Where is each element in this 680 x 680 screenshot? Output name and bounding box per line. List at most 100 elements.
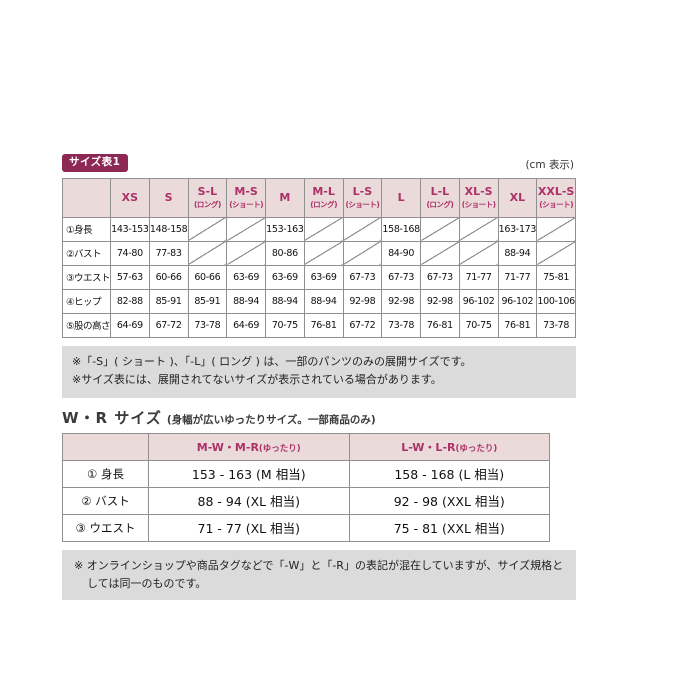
column-label: XXL-S xyxy=(537,185,575,199)
size-value-cell: 67-72 xyxy=(148,312,189,338)
size-column-header: XL xyxy=(497,177,538,218)
size-value-cell: 158 - 168 (L 相当) xyxy=(348,459,550,488)
size-column-header: M-S (ショート) xyxy=(226,177,266,218)
table-row: ② バスト 88 - 94 (XL 相当) 92 - 98 (XXL 相当) xyxy=(62,486,550,515)
size-column-header: S xyxy=(148,177,189,218)
size-column-header: M xyxy=(265,177,305,218)
column-sublabel: (ショート) xyxy=(229,200,264,210)
table-row: ④ヒップ 82-88 85-91 85-91 88-94 88-94 88-94 92-98 9… xyxy=(62,288,576,314)
size-value-cell: 153-163 xyxy=(265,216,305,242)
size-column-header: L-W・L-R(ゆったり) xyxy=(348,432,550,461)
size-value-cell: 67-72 xyxy=(342,312,383,338)
size-value-cell: 71-77 xyxy=(458,264,499,290)
empty-diagonal-cell xyxy=(420,216,460,242)
empty-diagonal-cell xyxy=(303,240,344,266)
size-value-cell: 85-91 xyxy=(187,288,228,314)
size-value-cell: 57-63 xyxy=(110,264,150,290)
unit-label: (cm 表示) xyxy=(525,158,574,171)
size-value-cell: 60-66 xyxy=(148,264,189,290)
empty-diagonal-cell xyxy=(536,240,576,266)
empty-diagonal-cell xyxy=(303,216,344,242)
column-sublabel: (ショート) xyxy=(539,200,574,210)
size-value-cell: 163-173 xyxy=(497,216,538,242)
column-label: L-W・L-R xyxy=(401,440,456,454)
empty-diagonal-cell xyxy=(458,216,499,242)
size-value-cell: 85-91 xyxy=(148,288,189,314)
wr-note: ※ オンラインショップや商品タグなどで「-W」と「-R」の表記が混在していますが… xyxy=(62,549,576,601)
size-value-cell: 63-69 xyxy=(303,264,344,290)
row-label: ① 身長 xyxy=(62,459,149,488)
size-value-cell: 100-106 xyxy=(536,288,576,314)
size-table-badge: サイズ表1 xyxy=(62,154,128,172)
size-value-cell: 60-66 xyxy=(187,264,228,290)
table-row: ③ ウエスト 71 - 77 (XL 相当) 75 - 81 (XXL 相当) xyxy=(62,513,550,542)
size-value-cell: 143-153 xyxy=(110,216,150,242)
size-column-header: M-L (ロング) xyxy=(303,177,344,218)
column-sublabel: (ゆったり) xyxy=(455,443,498,454)
table1-notes: ※「-S」( ショート )、「-L」( ロング ) は、一部のパンツのみの展開サ… xyxy=(62,345,576,398)
note-line: ※サイズ表には、展開されてないサイズが表示されている場合があります。 xyxy=(72,373,442,387)
column-label: XL xyxy=(509,191,526,205)
size-value-cell: 88-94 xyxy=(265,288,305,314)
size-column-header: L-L (ロング) xyxy=(420,177,460,218)
size-value-cell: 64-69 xyxy=(110,312,150,338)
size-value-cell: 64-69 xyxy=(226,312,266,338)
table-row: ⑤股の高さ 64-69 67-72 73-78 64-69 70-75 76-81 67-72… xyxy=(62,312,576,338)
size-column-header: XL-S (ショート) xyxy=(458,177,499,218)
size-value-cell: 84-90 xyxy=(381,240,421,266)
empty-diagonal-cell xyxy=(187,216,228,242)
wr-section-heading: W・R サイズ (身幅が広いゆったりサイズ。一部商品のみ) xyxy=(62,407,576,428)
size-table-1-header: XS S S-L (ロング) M-S (ショート) M M-L (ロング) L-S (ショート) L L… xyxy=(62,177,576,218)
corner-cell xyxy=(62,177,111,218)
size-column-header: L-S (ショート) xyxy=(342,177,383,218)
empty-diagonal-cell xyxy=(536,216,576,242)
column-label: L-S xyxy=(352,185,373,199)
size-value-cell: 92-98 xyxy=(420,288,460,314)
size-value-cell: 67-73 xyxy=(420,264,460,290)
size-column-header: L xyxy=(381,177,421,218)
row-label: ①身長 xyxy=(62,216,111,242)
size-value-cell: 77-83 xyxy=(148,240,189,266)
table-row: ③ウエスト 57-63 60-66 60-66 63-69 63-69 63-69 67-73… xyxy=(62,264,576,290)
column-label: S-L xyxy=(197,185,218,199)
size-table-1: XS S S-L (ロング) M-S (ショート) M M-L (ロング) L-S (ショート) L L… xyxy=(62,177,576,338)
size-value-cell: 75 - 81 (XXL 相当) xyxy=(348,513,550,542)
size-value-cell: 92-98 xyxy=(381,288,421,314)
wr-table-body: ① 身長 153 - 163 (M 相当) 158 - 168 (L 相当) ② バス… xyxy=(62,459,550,542)
row-label: ②バスト xyxy=(62,240,111,266)
size-column-header: S-L (ロング) xyxy=(187,177,228,218)
size-value-cell: 76-81 xyxy=(420,312,460,338)
size-value-cell: 70-75 xyxy=(265,312,305,338)
content-area: サイズ表1 (cm 表示) XS S S-L (ロング) M-S (ショート) M M-L (ロ… xyxy=(62,154,576,601)
column-sublabel: (ロング) xyxy=(310,200,338,210)
column-label: XL-S xyxy=(464,185,493,199)
row-label: ② バスト xyxy=(62,486,149,515)
table-row: ①身長 143-153 148-158 153-163 158-168 163-173 xyxy=(62,216,576,242)
table-row: ②バスト 74-80 77-83 80-86 84-90 88-94 xyxy=(62,240,576,266)
empty-diagonal-cell xyxy=(342,240,383,266)
size-value-cell: 88-94 xyxy=(226,288,266,314)
column-label: L xyxy=(397,191,405,205)
size-value-cell: 76-81 xyxy=(303,312,344,338)
size-value-cell: 71-77 xyxy=(497,264,538,290)
column-label: M-W・M-R xyxy=(196,440,259,454)
size-value-cell: 75-81 xyxy=(536,264,576,290)
size-value-cell: 73-78 xyxy=(381,312,421,338)
column-sublabel: (ショート) xyxy=(461,200,496,210)
empty-diagonal-cell xyxy=(187,240,228,266)
empty-diagonal-cell xyxy=(226,240,266,266)
size-column-header: XXL-S (ショート) xyxy=(536,177,576,218)
size-value-cell: 74-80 xyxy=(110,240,150,266)
row-label: ③ウエスト xyxy=(62,264,111,290)
size-value-cell: 63-69 xyxy=(265,264,305,290)
column-sublabel: (ロング) xyxy=(426,200,454,210)
wr-title: W・R サイズ xyxy=(62,408,162,427)
size-value-cell: 96-102 xyxy=(458,288,499,314)
size-value-cell: 88-94 xyxy=(497,240,538,266)
size-value-cell: 76-81 xyxy=(497,312,538,338)
size-column-header: M-W・M-R(ゆったり) xyxy=(148,432,350,461)
wr-subtitle: (身幅が広いゆったりサイズ。一部商品のみ) xyxy=(166,413,376,426)
column-label: S xyxy=(164,191,173,205)
column-label: M xyxy=(279,191,291,205)
